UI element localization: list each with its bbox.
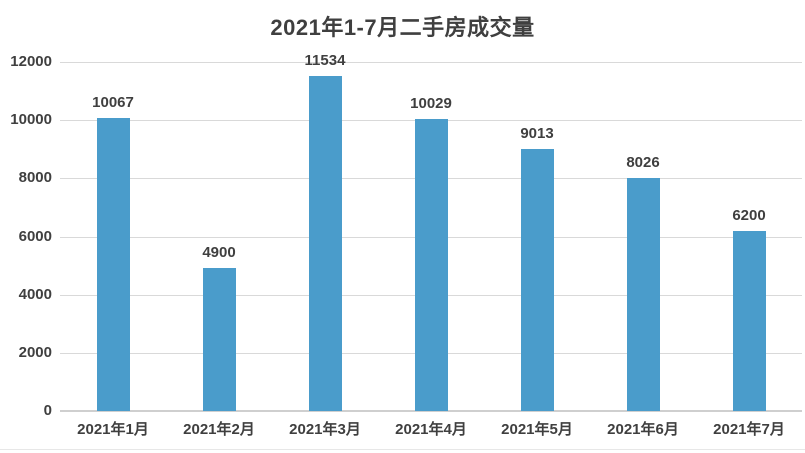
bar-value-label: 10067 [92, 94, 134, 111]
x-tick-label: 2021年4月 [395, 421, 467, 438]
plot-area [60, 62, 802, 412]
bar [309, 76, 342, 411]
bar-value-label: 10029 [410, 95, 452, 112]
x-tick-label: 2021年1月 [77, 421, 149, 438]
bar [627, 178, 660, 411]
x-axis-line [60, 410, 802, 412]
x-tick-label: 2021年6月 [607, 421, 679, 438]
y-tick-label: 0 [43, 402, 52, 419]
x-tick-label: 2021年2月 [183, 421, 255, 438]
x-tick-label: 2021年7月 [713, 421, 785, 438]
gridline [60, 62, 802, 63]
bar-value-label: 9013 [520, 125, 554, 142]
y-tick-label: 8000 [18, 169, 52, 187]
x-tick-label: 2021年5月 [501, 421, 573, 438]
chart-bottom-border [0, 449, 805, 450]
y-tick-label: 4000 [18, 285, 52, 303]
chart-title: 2021年1-7月二手房成交量 [270, 15, 535, 40]
bar-value-label: 4900 [202, 244, 236, 261]
bar [97, 118, 130, 411]
bar-value-label: 11534 [304, 52, 346, 69]
bar-value-label: 6200 [732, 207, 766, 224]
y-tick-label: 2000 [18, 343, 52, 361]
y-tick-label: 12000 [10, 53, 52, 70]
y-tick-label: 6000 [18, 227, 52, 245]
bar [733, 231, 766, 411]
bar [521, 149, 554, 411]
bar [415, 119, 448, 411]
bar [203, 268, 236, 411]
x-tick-label: 2021年3月 [289, 421, 361, 438]
y-tick-label: 10000 [10, 111, 52, 129]
bar-value-label: 8026 [626, 154, 660, 171]
